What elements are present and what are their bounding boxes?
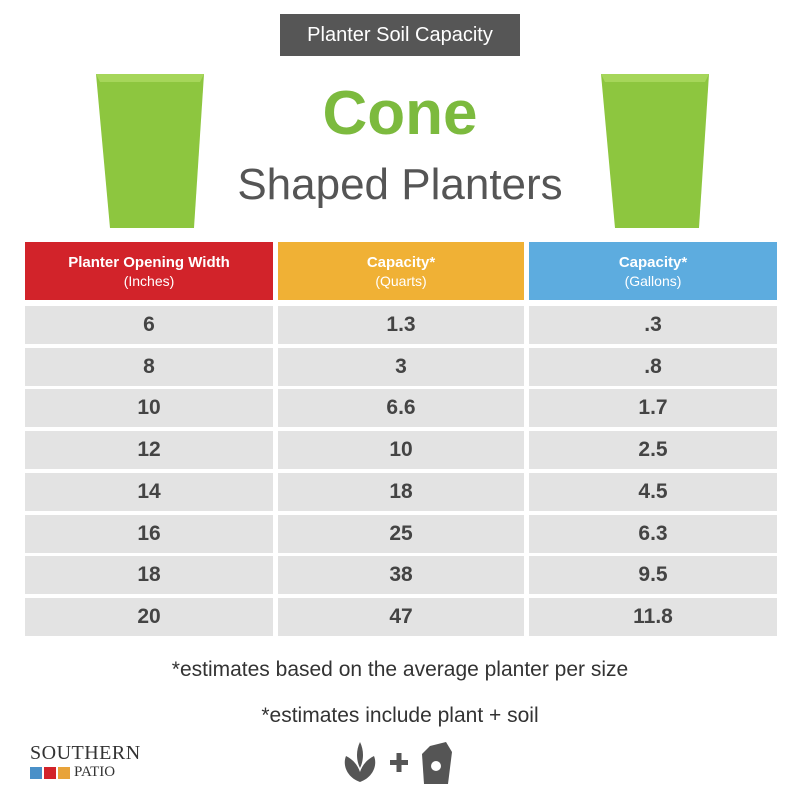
table-cell: 38 (278, 556, 524, 595)
table-cell: 18 (25, 556, 273, 595)
table-cell: 6.3 (529, 514, 777, 553)
plant-soil-icon (344, 742, 452, 784)
table-cell: 10 (25, 389, 273, 428)
header-title: Capacity* (618, 253, 688, 271)
table-cell: 47 (278, 597, 524, 636)
header-cell: Planter Opening Width (Inches) (25, 242, 273, 300)
table-cell: 11.8 (529, 597, 777, 636)
header-title: Planter Opening Width (68, 253, 230, 271)
header-cell: Capacity* (Quarts) (278, 242, 524, 300)
table-cell: 12 (25, 431, 273, 470)
header-cell: Capacity* (Gallons) (529, 242, 777, 300)
table-cell: .3 (529, 306, 777, 344)
footnote: *estimates based on the average planter … (171, 658, 629, 681)
footnote: *estimates include plant + soil (261, 704, 539, 727)
table-cell: 9.5 (529, 556, 777, 595)
logo-text: PATIO (74, 764, 116, 780)
table-cell: 18 (278, 472, 524, 511)
table-cell: 8 (25, 347, 273, 386)
badge: Planter Soil Capacity (280, 14, 520, 56)
header-unit: (Quarts) (375, 272, 427, 289)
table-cell: 6.6 (278, 389, 524, 428)
logo-tiles (30, 767, 70, 779)
table-cell: 1.3 (278, 306, 524, 344)
subtitle: Shaped Planters (237, 160, 563, 209)
planter-icon (96, 74, 204, 228)
table-cell: 3 (278, 347, 524, 386)
table-cell: 6 (25, 306, 273, 344)
table-cell: 2.5 (529, 431, 777, 470)
title: Cone (322, 79, 478, 148)
table-cell: 16 (25, 514, 273, 553)
table-cell: 14 (25, 472, 273, 511)
table-cell: 4.5 (529, 472, 777, 511)
table-cell: 25 (278, 514, 524, 553)
table-cell: 1.7 (529, 389, 777, 428)
table-cell: 10 (278, 431, 524, 470)
logo-text: SOUTHERN (30, 742, 141, 764)
header-unit: (Gallons) (624, 272, 682, 289)
planter-icon (601, 74, 709, 228)
table-cell: 20 (25, 597, 273, 636)
header-title: Capacity* (366, 253, 436, 271)
table-cell: .8 (529, 347, 777, 386)
header-unit: (Inches) (123, 272, 175, 289)
